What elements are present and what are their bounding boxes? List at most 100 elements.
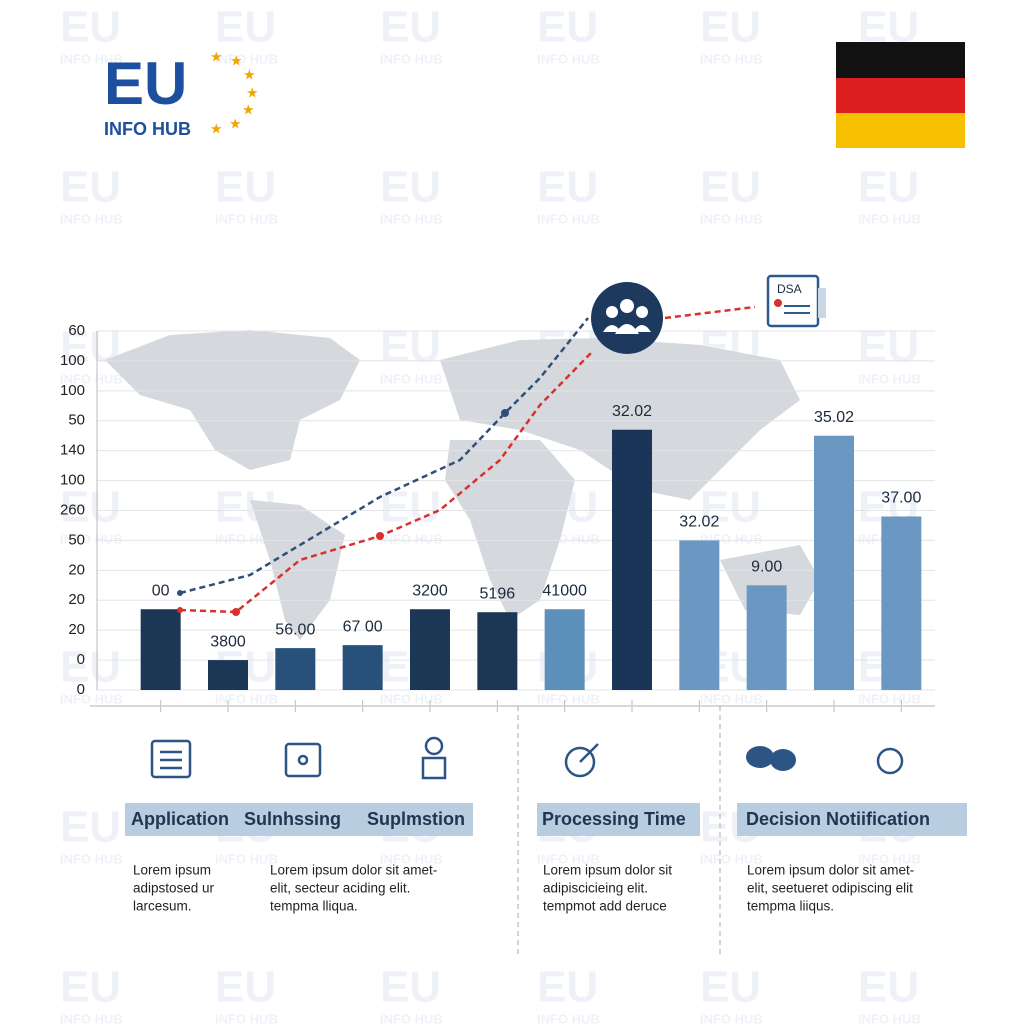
description-line: adipiscicieing elit. (543, 881, 648, 896)
watermark-main: EU (537, 163, 598, 212)
bar-label: 5196 (480, 585, 516, 602)
y-tick-label: 100 (60, 352, 85, 369)
section-band (537, 803, 700, 836)
bar (746, 585, 787, 690)
badge-label: DSA (777, 282, 802, 296)
bar-label: 35.02 (814, 409, 854, 426)
watermark-sub: INFO HUB (700, 851, 763, 866)
section-title: Decision Notiification (746, 809, 930, 829)
trend-line (664, 305, 756, 320)
bar (477, 612, 518, 690)
bar (342, 645, 383, 690)
bar-label: 9.00 (751, 559, 782, 576)
watermark-sub: INFO HUB (380, 851, 443, 866)
trend-points (177, 409, 509, 616)
y-tick-label: 50 (68, 412, 85, 429)
watermark-main: EU (700, 163, 761, 212)
watermark-sub: INFO HUB (537, 51, 600, 66)
bar-label: 00 (152, 582, 170, 599)
y-tick-label: 20 (68, 591, 85, 608)
watermark-main: EU (700, 963, 761, 1012)
watermark-sub: INFO HUB (60, 691, 123, 706)
description-line: Lorem ipsum dolor sit amet- (747, 863, 914, 878)
watermark-main: EU (60, 963, 121, 1012)
bar (140, 609, 181, 690)
bar-label: 32.02 (612, 403, 652, 420)
watermark-sub: INFO HUB (215, 851, 278, 866)
description-line: tempma lliqua. (270, 899, 358, 914)
bar-label: 41000 (542, 582, 587, 599)
bar (275, 648, 316, 690)
flag (836, 42, 965, 148)
svg-text:★: ★ (229, 116, 242, 132)
y-tick-label: 100 (60, 472, 85, 489)
watermark-sub: INFO HUB (380, 531, 443, 546)
svg-text:★: ★ (242, 102, 255, 118)
watermark-main: EU (537, 3, 598, 52)
svg-text:★: ★ (246, 85, 259, 101)
y-tick-label: 20 (68, 621, 85, 638)
y-tick-label: 0 (77, 651, 85, 668)
description-line: elit, seetueret odipiscing elit (747, 881, 913, 896)
watermark-sub: INFO HUB (380, 211, 443, 226)
watermark-main: EU (380, 323, 441, 372)
watermark-sub: INFO HUB (700, 211, 763, 226)
watermark-sub: INFO HUB (537, 211, 600, 226)
watermark-main: EU (858, 963, 919, 1012)
bar-label: 3800 (210, 633, 246, 650)
bar-label: 37.00 (881, 490, 921, 507)
section-title: Suplmstion (367, 809, 465, 829)
section-title: Application (131, 809, 229, 829)
watermark-sub: INFO HUB (60, 211, 123, 226)
watermark-sub: INFO HUB (858, 851, 921, 866)
bar (679, 540, 720, 690)
people-icon (591, 282, 663, 354)
watermark-main: EU (700, 3, 761, 52)
logo-main: EU (104, 50, 187, 117)
watermark-sub: INFO HUB (380, 371, 443, 386)
y-tick-label: 260 (60, 501, 85, 518)
watermark-main: EU (380, 963, 441, 1012)
description-line: tempmot add deruce (543, 899, 667, 914)
watermark-sub: INFO HUB (858, 691, 921, 706)
watermark-sub: INFO HUB (537, 691, 600, 706)
svg-text:★: ★ (210, 121, 223, 137)
watermark-sub: INFO HUB (537, 1011, 600, 1024)
watermark-sub: INFO HUB (60, 51, 123, 66)
watermark-main: EU (60, 3, 121, 52)
watermark-sub: INFO HUB (60, 851, 123, 866)
section-title: Processing Time (542, 809, 686, 829)
watermark-sub: INFO HUB (380, 691, 443, 706)
description-line: Lorem ipsum dolor sit amet- (270, 863, 437, 878)
watermark-main: EU (858, 163, 919, 212)
descriptions: Lorem ipsum adipstosed ur larcesum. Lorem i… (133, 863, 914, 914)
watermark-sub: INFO HUB (858, 371, 921, 386)
watermark-sub: INFO HUB (380, 1011, 443, 1024)
description-line: Lorem ipsum dolor sit (543, 863, 672, 878)
y-tick-label: 0 (77, 681, 85, 698)
description-line: tempma liiqus. (747, 899, 834, 914)
bar-label: 67 00 (343, 618, 383, 635)
watermark-sub: INFO HUB (60, 531, 123, 546)
bar-label: 56.00 (275, 621, 315, 638)
watermark-sub: INFO HUB (700, 1011, 763, 1024)
bar (814, 435, 854, 690)
watermark-sub: INFO HUB (215, 51, 278, 66)
description-line: elit, secteur aciding elit. (270, 881, 410, 896)
logo-sub: INFO HUB (104, 119, 191, 139)
y-tick-label: 60 (68, 322, 85, 339)
svg-text:★: ★ (210, 49, 223, 65)
watermark-main: EU (700, 483, 761, 532)
svg-text:★: ★ (230, 53, 243, 69)
watermark-sub: INFO HUB (380, 51, 443, 66)
watermark-sub: INFO HUB (537, 851, 600, 866)
icons-fill (746, 746, 796, 771)
watermark-sub: INFO HUB (60, 371, 123, 386)
watermark-main: EU (60, 803, 121, 852)
watermark-main: EU (380, 163, 441, 212)
watermark-main: EU (380, 483, 441, 532)
watermark-sub: INFO HUB (858, 211, 921, 226)
watermark-sub: INFO HUB (215, 691, 278, 706)
